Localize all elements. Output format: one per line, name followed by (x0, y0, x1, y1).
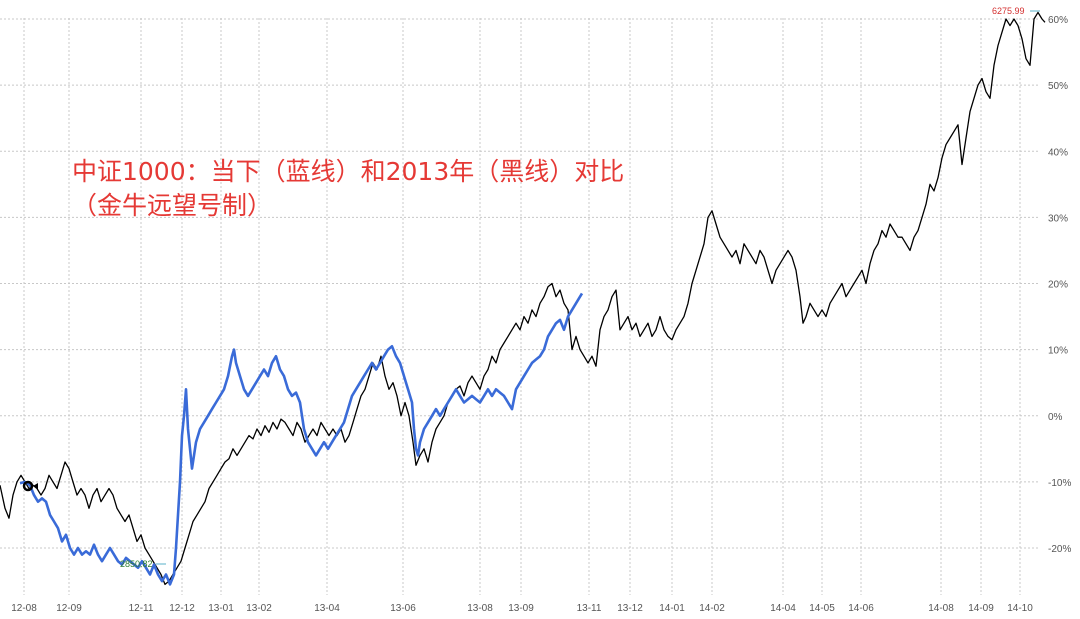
x-tick-label: 12-11 (129, 603, 154, 614)
x-tick-label: 14-10 (1007, 603, 1033, 614)
y-gridlines (0, 18, 1040, 549)
chart-markers (22, 480, 38, 492)
max-value-label: 6275.99 (992, 6, 1025, 16)
y-axis-tick-labels: 60% 50% 40% 30% 20% 10% 0% -10% -20% (1048, 15, 1071, 555)
x-tick-label: 14-05 (809, 603, 835, 614)
x-gridlines (23, 18, 1021, 595)
blue-series-line (19, 292, 584, 586)
chart-title-line-2: （金牛远望号制） (72, 191, 273, 220)
y-tick-label: -10% (1048, 478, 1071, 489)
x-tick-label: 12-08 (11, 603, 37, 614)
x-tick-label: 14-06 (848, 603, 874, 614)
chart-title-line-1: 中证1000：当下（蓝线）和2013年（黑线）对比 (72, 157, 625, 186)
y-tick-label: 50% (1048, 81, 1068, 92)
x-tick-label: 14-02 (699, 603, 725, 614)
y-tick-label: -20% (1048, 544, 1071, 555)
min-value-label: 2850.82 (120, 559, 153, 569)
x-tick-label: 13-02 (246, 603, 272, 614)
y-tick-label: 60% (1048, 15, 1068, 26)
x-tick-label: 14-01 (659, 603, 685, 614)
series-lines (0, 11, 1046, 586)
x-tick-label: 14-08 (928, 603, 954, 614)
x-tick-label: 12-12 (169, 603, 195, 614)
x-tick-label: 13-06 (390, 603, 416, 614)
y-tick-label: 40% (1048, 147, 1068, 158)
x-tick-label: 13-08 (467, 603, 493, 614)
x-tick-label: 14-09 (968, 603, 994, 614)
black-series-line (0, 11, 1046, 586)
x-tick-label: 14-04 (770, 603, 796, 614)
x-tick-label: 13-12 (617, 603, 643, 614)
x-tick-label: 13-09 (508, 603, 534, 614)
y-tick-label: 20% (1048, 280, 1068, 291)
x-tick-label: 13-01 (208, 603, 234, 614)
x-tick-label: 13-04 (314, 603, 340, 614)
start-marker-icon (22, 480, 34, 492)
extreme-labels: 6275.99 2850.82 (120, 6, 1040, 569)
x-tick-label: 12-09 (56, 603, 82, 614)
y-tick-label: 10% (1048, 346, 1068, 357)
y-tick-label: 30% (1048, 213, 1068, 224)
x-axis-tick-labels: 12-08 12-09 12-11 12-12 13-01 13-02 13-04 13-06… (11, 603, 1033, 614)
x-tick-label: 13-11 (577, 603, 602, 614)
y-tick-label: 0% (1048, 412, 1063, 423)
chart-title: 中证1000：当下（蓝线）和2013年（黑线）对比 （金牛远望号制） (72, 155, 624, 223)
start-arrow-icon (33, 483, 38, 489)
